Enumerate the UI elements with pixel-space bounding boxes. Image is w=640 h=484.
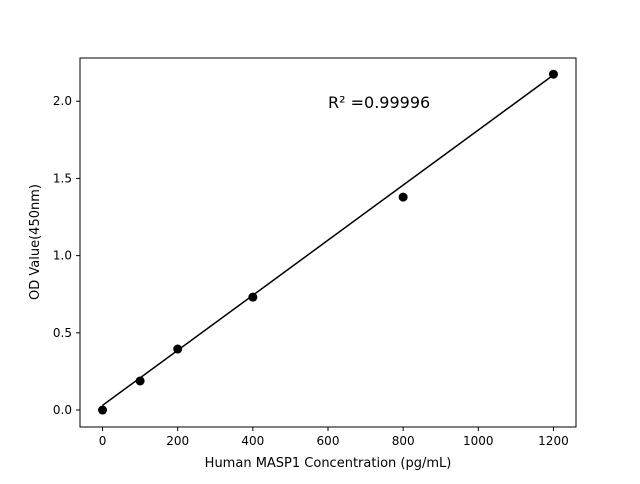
x-tick-label: 800 bbox=[392, 434, 415, 448]
data-point bbox=[398, 192, 408, 202]
x-tick-label: 1200 bbox=[538, 434, 569, 448]
y-tick-label: 1.5 bbox=[53, 171, 72, 185]
x-tick-label: 600 bbox=[317, 434, 340, 448]
data-point bbox=[173, 344, 183, 354]
data-point bbox=[98, 405, 108, 415]
y-tick-label: 0.5 bbox=[53, 326, 72, 340]
y-axis-label: OD Value(450nm) bbox=[28, 184, 43, 300]
y-tick-label: 2.0 bbox=[53, 94, 72, 108]
x-tick-label: 400 bbox=[241, 434, 264, 448]
r-squared-annotation: R² =0.99996 bbox=[328, 93, 430, 112]
x-tick-label: 0 bbox=[99, 434, 107, 448]
x-tick-label: 200 bbox=[166, 434, 189, 448]
x-tick-label: 1000 bbox=[463, 434, 494, 448]
y-tick-label: 0.0 bbox=[53, 403, 72, 417]
y-tick-label: 1.0 bbox=[53, 249, 72, 263]
data-point bbox=[248, 292, 258, 302]
x-axis-label: Human MASP1 Concentration (pg/mL) bbox=[205, 456, 452, 471]
data-point bbox=[548, 69, 558, 79]
data-point bbox=[135, 376, 145, 386]
